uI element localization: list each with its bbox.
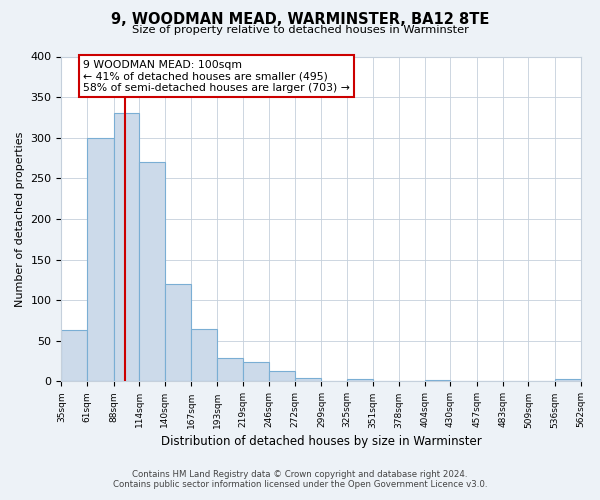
Bar (347, 379, 373, 382)
Text: Contains public sector information licensed under the Open Government Licence v3: Contains public sector information licen… (113, 480, 487, 489)
Bar (425, 380, 451, 382)
X-axis label: Distribution of detached houses by size in Warminster: Distribution of detached houses by size … (161, 434, 481, 448)
Bar (139, 162, 165, 382)
Y-axis label: Number of detached properties: Number of detached properties (15, 132, 25, 306)
Bar (61, 330, 87, 382)
Bar (165, 284, 191, 382)
Bar (295, 378, 322, 382)
Bar (113, 114, 139, 382)
Text: 9 WOODMAN MEAD: 100sqm
← 41% of detached houses are smaller (495)
58% of semi-de: 9 WOODMAN MEAD: 100sqm ← 41% of detached… (83, 60, 350, 93)
Bar (555, 379, 581, 382)
Bar (191, 328, 217, 382)
Bar (269, 371, 295, 382)
Bar (87, 138, 113, 382)
Text: 9, WOODMAN MEAD, WARMINSTER, BA12 8TE: 9, WOODMAN MEAD, WARMINSTER, BA12 8TE (111, 12, 489, 28)
Text: Size of property relative to detached houses in Warminster: Size of property relative to detached ho… (131, 25, 469, 35)
Bar (217, 358, 242, 382)
Text: Contains HM Land Registry data © Crown copyright and database right 2024.: Contains HM Land Registry data © Crown c… (132, 470, 468, 479)
Bar (242, 362, 269, 382)
